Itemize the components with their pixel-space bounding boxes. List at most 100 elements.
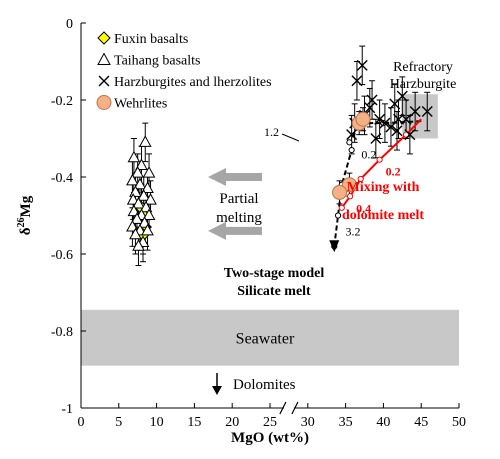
legend-label: Taihang basalts [114, 54, 201, 69]
taihang-basalt-point [126, 173, 139, 186]
dolomites-arrow [212, 373, 222, 395]
partial-melting-arrow [208, 168, 262, 186]
taihang-basalt-point [129, 185, 142, 197]
x-tick-label: 10 [150, 415, 164, 430]
y-axis-label-delta: δ [18, 227, 34, 235]
model-node [357, 175, 364, 183]
axis-break-mark [291, 401, 299, 415]
dolomites-label: Dolomites [233, 377, 296, 393]
harzburgite-point [364, 102, 376, 114]
model-node [402, 131, 410, 138]
x-tick-label: 45 [414, 415, 428, 430]
taihang-basalt-point [135, 158, 148, 170]
legend-label: Fuxin basalts [114, 32, 188, 47]
legend-label: Wehrlites [114, 97, 167, 112]
taihang-basalt-point [138, 135, 152, 147]
model-node [338, 204, 345, 211]
y-axis-label-mg: Mg [18, 195, 34, 217]
model-tick-label: 0.4 [356, 201, 371, 215]
x-tick-label: 30 [301, 415, 315, 430]
model-node [348, 146, 355, 154]
y-tick-label: 0 [66, 17, 73, 32]
partial-melting-label: melting [216, 210, 262, 226]
taihang-basalt-point [142, 166, 156, 178]
taihang-basalt-point [132, 239, 145, 251]
x-tick-label: 35 [339, 415, 353, 430]
harzburgite-point [356, 59, 368, 71]
legend: Fuxin basalts Taihang basalts Harzburgites… [96, 31, 272, 112]
model-node [376, 156, 383, 163]
taihang-basalt-point [131, 166, 145, 178]
partial-melting-arrow [208, 221, 262, 240]
model-curves: 0.2 3.2 0.2 0.4 1.2 [264, 118, 422, 253]
taihang-basalt-point [141, 223, 154, 236]
legend-circle-icon [96, 95, 112, 110]
model-tick-label: 3.2 [346, 224, 361, 238]
harzburgite-point [366, 94, 378, 106]
dolomites-arrowhead [212, 386, 222, 395]
two-stage-model-label: Silicate melt [237, 284, 311, 299]
y-axis-label: δ26Mg [16, 195, 34, 235]
taihang-basalt-point [142, 208, 156, 220]
y-tick-label: -0.8 [51, 325, 73, 340]
y-axis-ticks: 0 -0.2 -0.4 -0.6 -0.8 -1 [51, 17, 86, 417]
harzburgite-point [370, 133, 382, 144]
model-tick-label: 1.2 [264, 125, 279, 139]
harzburgite-point [351, 75, 363, 87]
x-tick-label: 25 [263, 415, 277, 430]
partial-melting-label: Partial [219, 191, 258, 207]
legend-diamond-icon [97, 31, 111, 45]
model-leader-line [281, 133, 300, 142]
legend-label: Harzburgites and lherzolites [114, 75, 272, 90]
harzburgite-point [409, 106, 421, 118]
taihang-basalt-point [132, 196, 145, 209]
seawater-band [81, 309, 459, 366]
harzburgite-point [400, 113, 412, 125]
taihang-basalt-point [141, 181, 154, 194]
model-node [334, 212, 342, 219]
harzburgite-point [374, 113, 386, 125]
model-node [347, 193, 354, 200]
harzburgite-point [421, 106, 433, 118]
y-tick-label: -0.4 [51, 171, 73, 186]
harzburgite-point [404, 129, 416, 141]
wehrlite-point [355, 111, 371, 127]
axes [80, 23, 459, 415]
two-stage-model-label: Two-stage model [224, 266, 325, 281]
harzburgite-point [346, 129, 358, 141]
y-tick-label: -0.2 [51, 94, 73, 109]
refractory-harzburgite-label: Refractory [393, 60, 453, 75]
mixing-dolomite-label: dolomite melt [342, 208, 424, 223]
x-axis-label: MgO (wt%) [231, 430, 309, 446]
x-tick-label: 50 [452, 415, 466, 430]
y-axis-label-superscript: 26 [16, 217, 27, 227]
legend-cross-icon [98, 75, 110, 87]
taihang-basalt-point [127, 150, 141, 163]
y-tick-label: -0.6 [51, 248, 73, 263]
model-arrowhead [329, 240, 340, 253]
model-tick-label: 0.2 [361, 147, 376, 161]
x-tick-label: 15 [187, 415, 201, 430]
model-tick-label: 0.2 [386, 165, 401, 179]
x-tick-label: 0 [78, 415, 85, 430]
legend-triangle-icon [97, 52, 111, 65]
wehrlite-point [332, 184, 348, 200]
refractory-harzburgite-label: Harzburgite [390, 77, 457, 92]
wehrlite-point [341, 177, 357, 193]
two-stage-model-curve [333, 120, 422, 247]
x-tick-label: 40 [376, 415, 390, 430]
partial-melting-arrows [208, 168, 262, 240]
taihang-basalt-point [144, 193, 157, 205]
taihang-basalt-point [137, 189, 151, 201]
y-tick-label: -1 [61, 402, 73, 417]
seawater-label: Seawater [236, 331, 295, 348]
harzburgite-point [379, 117, 391, 129]
taihang-basalt-point [133, 177, 147, 190]
data-points [126, 59, 433, 251]
model-node [346, 139, 353, 146]
taihang-basalt-point [129, 227, 142, 240]
harzburgite-point [396, 90, 408, 102]
harzburgite-point [391, 125, 403, 137]
x-tick-label: 20 [225, 415, 239, 430]
